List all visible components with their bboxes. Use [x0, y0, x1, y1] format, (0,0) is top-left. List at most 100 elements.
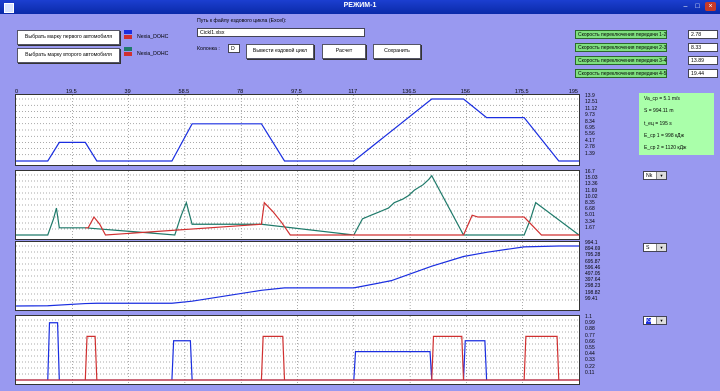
chevron-down-icon: ▼ [656, 317, 666, 324]
y-tick-label: 4.17 [585, 137, 595, 144]
title-bar: РЕЖИМ-1 – □ × [0, 0, 720, 14]
y-tick-label: 596.46 [585, 264, 601, 271]
app-icon [4, 3, 14, 13]
x-tick-label: 58.5 [179, 89, 190, 94]
car2-color-swatch-a [124, 47, 132, 51]
y-tick-label: 5.56 [585, 131, 595, 138]
plot2-selector-value: Nk [646, 173, 653, 179]
gear-label-2-3: Скорость переключения передачи 2-3 [575, 43, 667, 52]
speed-plot [15, 94, 580, 166]
chevron-down-icon: ▼ [656, 172, 666, 179]
gear-input-4-5[interactable]: 19.44 [688, 69, 718, 78]
y-tick-label: 10.02 [585, 193, 598, 200]
x-tick-label: 117 [348, 89, 357, 94]
result-va: Va_cp = 5.1 m/s [644, 96, 680, 102]
series-0-pulse [47, 322, 60, 381]
y-tick-label: 11.69 [585, 187, 598, 194]
y-tick-label: 298.23 [585, 283, 601, 290]
x-tick-label: 156 [461, 89, 470, 94]
series-0-pulse [171, 340, 193, 381]
save-button[interactable]: Сохранить [373, 44, 421, 59]
x-tick-label: 39 [125, 89, 131, 94]
y-tick-label: 15.03 [585, 175, 598, 182]
gear-input-3-4[interactable]: 13.89 [688, 56, 718, 65]
x-axis: 0 19.5 39 58.5 78 97.5 117 136.5 156 175.5 195 [15, 86, 580, 94]
y-tick-label: 0.88 [585, 326, 595, 333]
y-tick-label: 0.99 [585, 320, 595, 327]
y-tick-label: 0.33 [585, 357, 595, 364]
plot3-selector-value: S [646, 245, 650, 251]
y-tick-label: 0.22 [585, 363, 595, 370]
series-1-pulse [523, 335, 560, 381]
y-tick-label: 99.41 [585, 295, 598, 302]
close-button[interactable]: × [705, 2, 716, 11]
maximize-button[interactable]: □ [695, 3, 700, 10]
path-input[interactable]: Cickl1.xlsx [197, 28, 365, 37]
power-plot [15, 170, 580, 240]
y-tick-label: 1.67 [585, 224, 595, 231]
gear-input-1-2[interactable]: 2.78 [688, 30, 718, 39]
x-tick-label: 78 [237, 89, 243, 94]
series-0-line [16, 174, 579, 236]
y-tick-label: 198.82 [585, 289, 601, 296]
result-e2: E_cp 2 = 1120 кДж [644, 145, 687, 151]
calculate-button[interactable]: Расчет [322, 44, 366, 59]
y-tick-label: 0.11 [585, 369, 595, 376]
series-1-pulse [84, 335, 98, 381]
series-0-line [16, 245, 579, 307]
select-car2-button[interactable]: Выбрать марку второго автомобиля [17, 48, 120, 63]
y-tick-label: 8.35 [585, 200, 595, 206]
car1-color-swatch-a [124, 30, 132, 34]
show-cycle-button[interactable]: Вывести ездовой цикл [246, 44, 314, 59]
y-tick-label: 11.12 [585, 105, 598, 112]
gear-label-3-4: Скорость переключения передачи 3-4 [575, 56, 667, 65]
distance-plot [15, 241, 580, 311]
gear-label-1-2: Скорость переключения передачи 1-2 [575, 30, 667, 39]
minimize-button[interactable]: – [683, 3, 688, 10]
y-tick-label: 0.55 [585, 345, 595, 351]
ratio-plot-svg [16, 316, 579, 384]
car1-name: Nexia_DOHC [137, 34, 169, 40]
series-0-line [16, 98, 579, 162]
series-1-pulse [260, 335, 286, 381]
y-tick-label: 9.73 [585, 112, 595, 119]
y-tick-label: 2.78 [585, 144, 595, 151]
window-title: РЕЖИМ-1 [343, 2, 377, 9]
power-plot-svg [16, 171, 579, 239]
x-tick-label: 136.5 [402, 89, 416, 94]
y-tick-label: 0.44 [585, 351, 595, 358]
y-tick-label: 397.64 [585, 277, 601, 284]
speed-plot-svg [16, 95, 579, 165]
y-tick-label: 12.51 [585, 99, 598, 106]
gear-input-2-3[interactable]: 8.33 [688, 43, 718, 52]
y-tick-label: 695.87 [585, 258, 601, 265]
column-input[interactable]: D [228, 44, 240, 53]
y-tick-label: 1.1 [585, 314, 592, 320]
result-t: t_ец = 195 s [644, 121, 672, 127]
distance-plot-svg [16, 242, 579, 310]
y-tick-label: 3.34 [585, 218, 595, 225]
y-tick-label: 894.69 [585, 246, 601, 253]
car2-name: Nexia_DOHC [137, 51, 169, 57]
x-tick-label: 195 [569, 89, 578, 94]
car1-color-swatch-b [124, 35, 132, 39]
ratio-plot [15, 315, 580, 385]
x-axis-svg: 0 19.5 39 58.5 78 97.5 117 136.5 156 175.5 195 [15, 89, 578, 94]
y-tick-label: 13.9 [585, 93, 595, 99]
x-tick-label: 175.5 [515, 89, 529, 94]
plot2-selector[interactable]: Nk ▼ [643, 171, 667, 180]
plot4-selector[interactable]: Кз ▼ [643, 316, 667, 325]
x-tick-label: 97.5 [291, 89, 302, 94]
series-0-pulse [462, 340, 488, 381]
y-tick-label: 994.1 [585, 240, 598, 246]
x-tick-label: 19.5 [66, 89, 77, 94]
y-tick-label: 16.7 [585, 169, 595, 175]
series-0-pulse [353, 351, 433, 381]
y-tick-label: 497.05 [585, 271, 601, 277]
plot3-selector[interactable]: S ▼ [643, 243, 667, 252]
x-tick-label: 0 [15, 89, 18, 94]
select-car1-button[interactable]: Выбрать марку первого автомобиля [17, 30, 120, 45]
y-tick-label: 0.66 [585, 338, 595, 345]
series-1-line [85, 201, 579, 236]
plot4-selector-value: Кз [646, 318, 652, 324]
